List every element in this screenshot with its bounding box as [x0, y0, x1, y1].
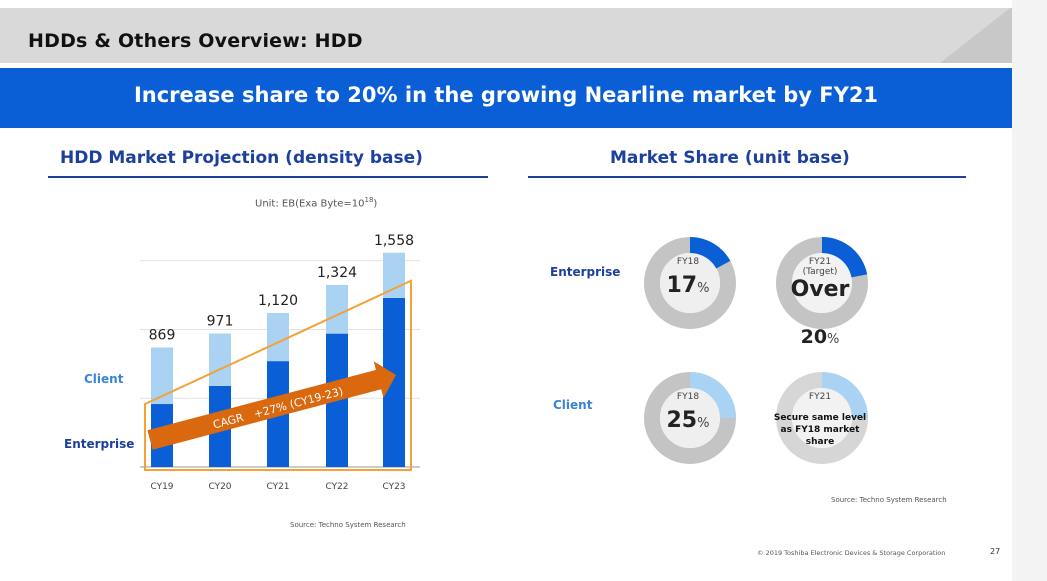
donut-ring-client-fy21-share	[822, 372, 868, 418]
donut-enterprise-fy21-label: FY21	[808, 257, 832, 267]
right-section-rule	[528, 176, 966, 178]
donut-client-fy21: FY21 Secure same level as FY18 market sh…	[765, 392, 875, 448]
chart-legend-client: Client	[84, 372, 124, 386]
left-source: Source: Techno System Research	[290, 521, 406, 529]
donut-client-fy21-label: FY21	[808, 392, 832, 402]
total-label-cy23: 1,558	[374, 233, 414, 249]
cagr-highlight-trapezoid	[144, 279, 412, 471]
x-tick-cy22: CY22	[325, 482, 348, 492]
donut-ring-enterprise-fy21-hole	[792, 253, 852, 313]
chart-legend-enterprise: Enterprise	[64, 437, 135, 451]
bar-client-cy21	[267, 313, 289, 362]
cagr-arrow	[147, 361, 396, 450]
page-title: HDDs & Others Overview: HDD	[28, 30, 363, 52]
donut-enterprise-fy18-label: FY18	[676, 257, 700, 267]
donut-ring-enterprise-fy18-share	[690, 237, 731, 269]
donut-ring-client-fy18-hole	[660, 388, 720, 448]
donut-enterprise-fy18-value: 17%	[666, 273, 710, 298]
total-label-cy20: 971	[207, 313, 234, 329]
donut-enterprise-fy21-sub: (Target)	[802, 267, 838, 277]
title-bar-background	[0, 8, 1012, 63]
donut-ring-client-fy21-hole	[792, 388, 852, 448]
right-source: Source: Techno System Research	[831, 496, 947, 504]
copyright-footer: © 2019 Toshiba Electronic Devices & Stor…	[757, 549, 946, 557]
donut-client-fy18-value: 25%	[666, 408, 710, 433]
left-section-title: HDD Market Projection (density base)	[60, 148, 423, 168]
donut-ring-enterprise-fy18-hole	[660, 253, 720, 313]
donut-enterprise-fy21: FY21 (Target) Over	[785, 257, 855, 302]
headline-banner: Increase share to 20% in the growing Nea…	[0, 68, 1012, 128]
left-section-rule	[48, 176, 488, 178]
bar-client-cy19	[151, 347, 173, 405]
bar-enterprise-cy23	[383, 297, 405, 467]
donut-ring-enterprise-fy21-share	[822, 237, 868, 278]
donut-client-fy18-label: FY18	[676, 392, 700, 402]
unit-note: Unit: EB(Exa Byte=1018)	[255, 196, 378, 210]
row-label-enterprise: Enterprise	[550, 265, 621, 279]
x-tick-cy19: CY19	[150, 482, 173, 492]
total-label-cy19: 869	[149, 328, 176, 344]
x-tick-cy21: CY21	[266, 482, 289, 492]
page-number: 27	[990, 547, 1001, 556]
x-tick-cy20: CY20	[208, 482, 231, 492]
total-label-cy21: 1,120	[258, 293, 298, 309]
right-section-title: Market Share (unit base)	[610, 148, 850, 168]
donut-enterprise-fy21-target: 20%	[800, 326, 840, 348]
donut-client-fy21-desc-2: as FY18 market	[780, 425, 860, 435]
donut-ring-client-fy18-share	[690, 372, 736, 418]
total-label-cy22: 1,324	[317, 265, 357, 281]
headline-text: Increase share to 20% in the growing Nea…	[133, 83, 879, 107]
donut-enterprise-fy21-value: Over	[790, 277, 850, 302]
donut-client-fy21-desc-3: share	[805, 437, 835, 447]
donut-client-fy21-desc-1: Secure same level	[773, 413, 867, 423]
x-tick-cy23: CY23	[382, 482, 405, 492]
title-bar: HDDs & Others Overview: HDD	[0, 0, 1047, 63]
right-edge-strip	[1012, 0, 1047, 581]
donut-enterprise-fy18: FY18 17%	[653, 257, 723, 298]
row-label-client: Client	[553, 398, 593, 412]
bar-client-cy22	[326, 284, 348, 334]
donut-client-fy18: FY18 25%	[653, 392, 723, 433]
